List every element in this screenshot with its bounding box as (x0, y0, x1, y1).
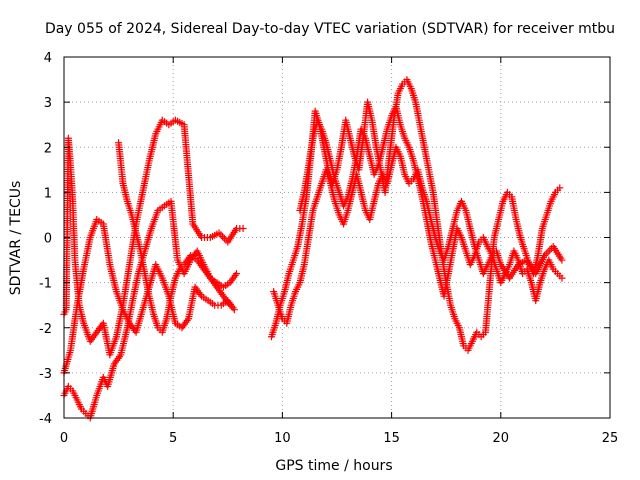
x-tick-label: 5 (169, 431, 177, 446)
axis-ticks: 0 5 10 15 20 25 -4 -3 -2 -1 0 1 2 3 4 (39, 51, 618, 446)
y-tick-label: 2 (44, 141, 52, 156)
data-markers (60, 76, 566, 422)
series-7 (296, 103, 566, 300)
data-point (544, 248, 552, 256)
data-point (233, 270, 241, 278)
data-point (239, 224, 247, 232)
data-point (556, 184, 564, 192)
y-tick-label: 1 (44, 186, 52, 201)
data-point (558, 274, 566, 282)
data-point (230, 306, 238, 314)
data-point (220, 234, 228, 242)
x-tick-label: 25 (602, 431, 619, 446)
x-tick-label: 20 (493, 431, 510, 446)
x-tick-label: 0 (60, 431, 68, 446)
y-tick-label: 4 (44, 51, 52, 66)
y-tick-label: 3 (44, 96, 52, 111)
data-point (217, 231, 225, 239)
y-tick-label: -4 (39, 412, 52, 427)
series-2 (60, 197, 234, 422)
y-axis-label: SDTVAR / TECUs (8, 181, 24, 296)
series-4 (115, 139, 241, 336)
y-tick-label: 0 (44, 232, 52, 247)
x-tick-label: 10 (274, 431, 291, 446)
series-1 (60, 116, 247, 359)
data-point (546, 246, 554, 254)
chart-title: Day 055 of 2024, Sidereal Day-to-day VTE… (45, 21, 615, 37)
x-axis-label: GPS time / hours (275, 458, 392, 474)
y-tick-label: -2 (39, 322, 52, 337)
y-tick-label: -1 (39, 277, 52, 292)
y-tick-label: -3 (39, 367, 52, 382)
data-point (558, 256, 566, 264)
x-tick-label: 15 (383, 431, 400, 446)
